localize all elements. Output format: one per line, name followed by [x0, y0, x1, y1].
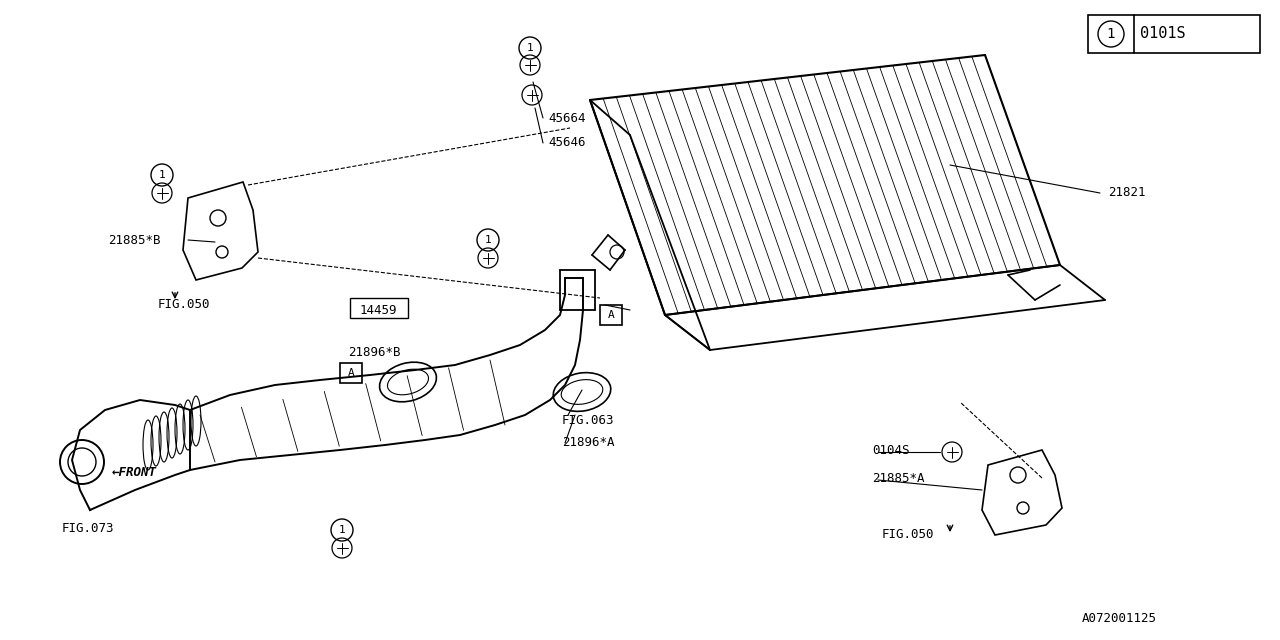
- Bar: [600, 305, 622, 325]
- Text: A: A: [348, 368, 355, 378]
- Text: 1: 1: [1107, 27, 1115, 41]
- Text: FIG.050: FIG.050: [882, 529, 934, 541]
- Bar: [349, 298, 408, 318]
- Text: 45646: 45646: [548, 136, 585, 150]
- Text: A: A: [608, 310, 614, 320]
- Text: 1: 1: [339, 525, 346, 535]
- Text: FIG.073: FIG.073: [61, 522, 114, 534]
- Text: 21885*A: 21885*A: [872, 472, 924, 484]
- Polygon shape: [982, 450, 1062, 535]
- Text: FIG.063: FIG.063: [562, 413, 614, 426]
- Text: ←FRONT: ←FRONT: [113, 465, 157, 479]
- Polygon shape: [183, 182, 259, 280]
- Text: 1: 1: [526, 43, 534, 53]
- Text: 1: 1: [159, 170, 165, 180]
- Text: 0104S: 0104S: [872, 444, 910, 456]
- Text: 45664: 45664: [548, 111, 585, 125]
- Text: 1: 1: [485, 235, 492, 245]
- Text: FIG.050: FIG.050: [157, 298, 210, 312]
- Text: 21821: 21821: [1108, 186, 1146, 200]
- Text: A072001125: A072001125: [1082, 611, 1157, 625]
- Text: 21885*B: 21885*B: [108, 234, 160, 246]
- Text: 14459: 14459: [360, 303, 398, 317]
- Bar: [340, 363, 362, 383]
- Bar: [1088, 15, 1260, 53]
- Text: 21896*A: 21896*A: [562, 436, 614, 449]
- Text: 21896*B: 21896*B: [348, 346, 401, 360]
- Text: 0101S: 0101S: [1140, 26, 1185, 42]
